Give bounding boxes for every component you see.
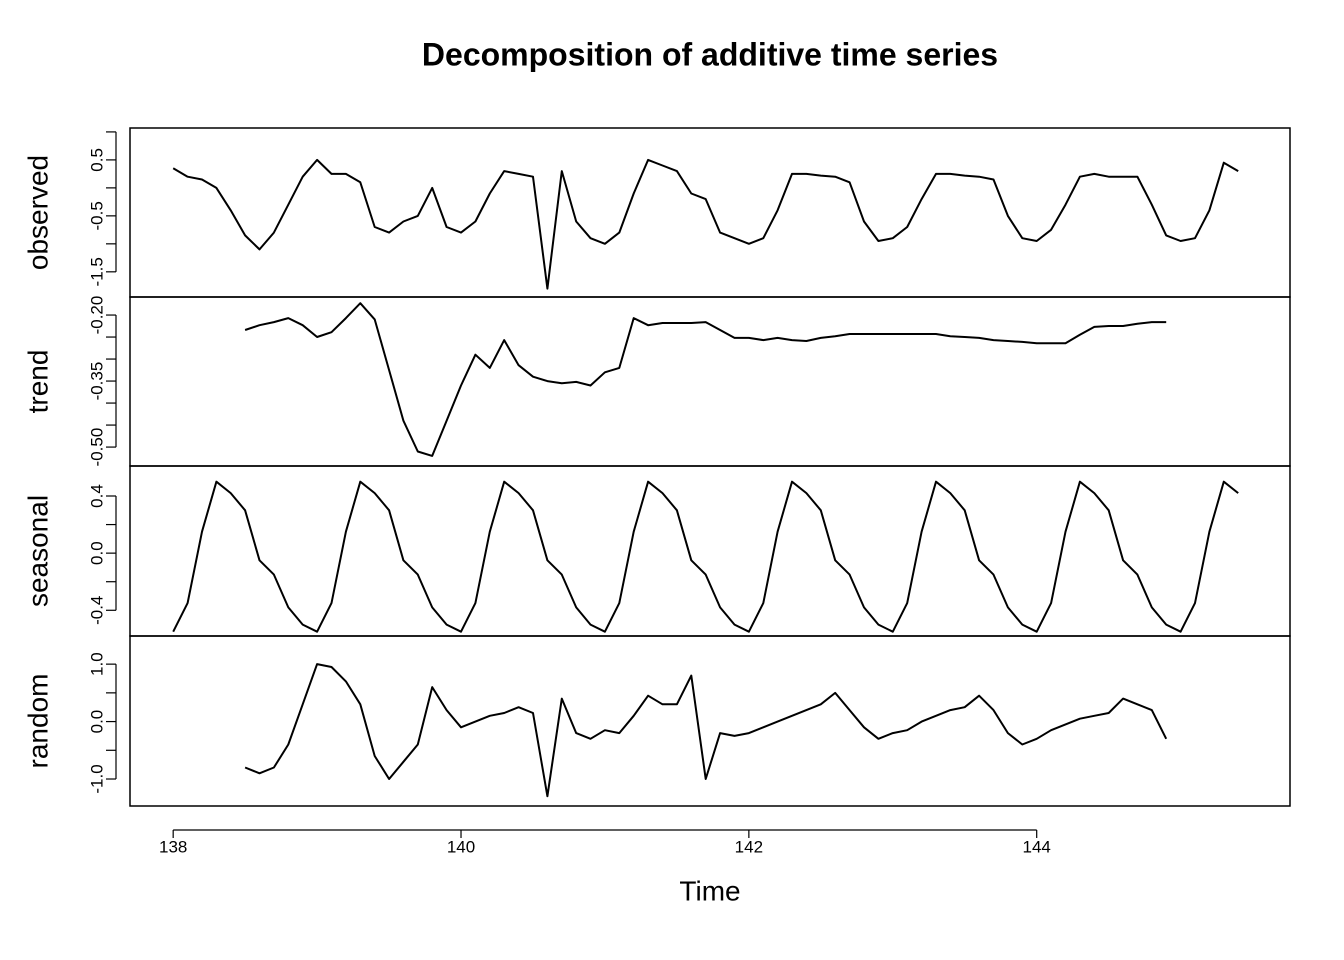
y-tick-label: 0.4 [87,484,106,508]
y-tick-label: -0.50 [87,428,106,467]
panel-frame [129,296,1291,467]
series-line [244,663,1168,798]
panel-frame [129,465,1291,637]
x-tick-label: 140 [447,837,475,856]
y-tick-label: 0.0 [87,541,106,565]
x-tick-label: 142 [735,837,763,856]
y-tick-label: -1.0 [87,764,106,793]
y-tick-label: 1.0 [87,652,106,676]
series-line [172,158,1239,290]
x-axis-label: Time [679,875,740,906]
series-line [172,480,1239,633]
y-tick-label: -1.5 [87,257,106,286]
y-axis-label: seasonal [22,495,53,607]
y-axis-label: trend [22,350,53,414]
series-line [244,302,1167,457]
y-tick-label: 0.0 [87,710,106,734]
y-tick-label: 0.5 [87,148,106,172]
y-axis-label: observed [22,155,53,270]
panel-frame [129,635,1291,807]
panel-frame [129,127,1291,298]
x-tick-label: 144 [1023,837,1051,856]
y-tick-label: -0.5 [87,201,106,230]
y-tick-label: -0.35 [87,362,106,401]
y-tick-label: -0.20 [87,296,106,335]
y-axis-label: random [22,674,53,769]
y-tick-label: -0.4 [87,596,106,625]
chart-title: Decomposition of additive time series [422,36,998,72]
x-tick-label: 138 [159,837,187,856]
